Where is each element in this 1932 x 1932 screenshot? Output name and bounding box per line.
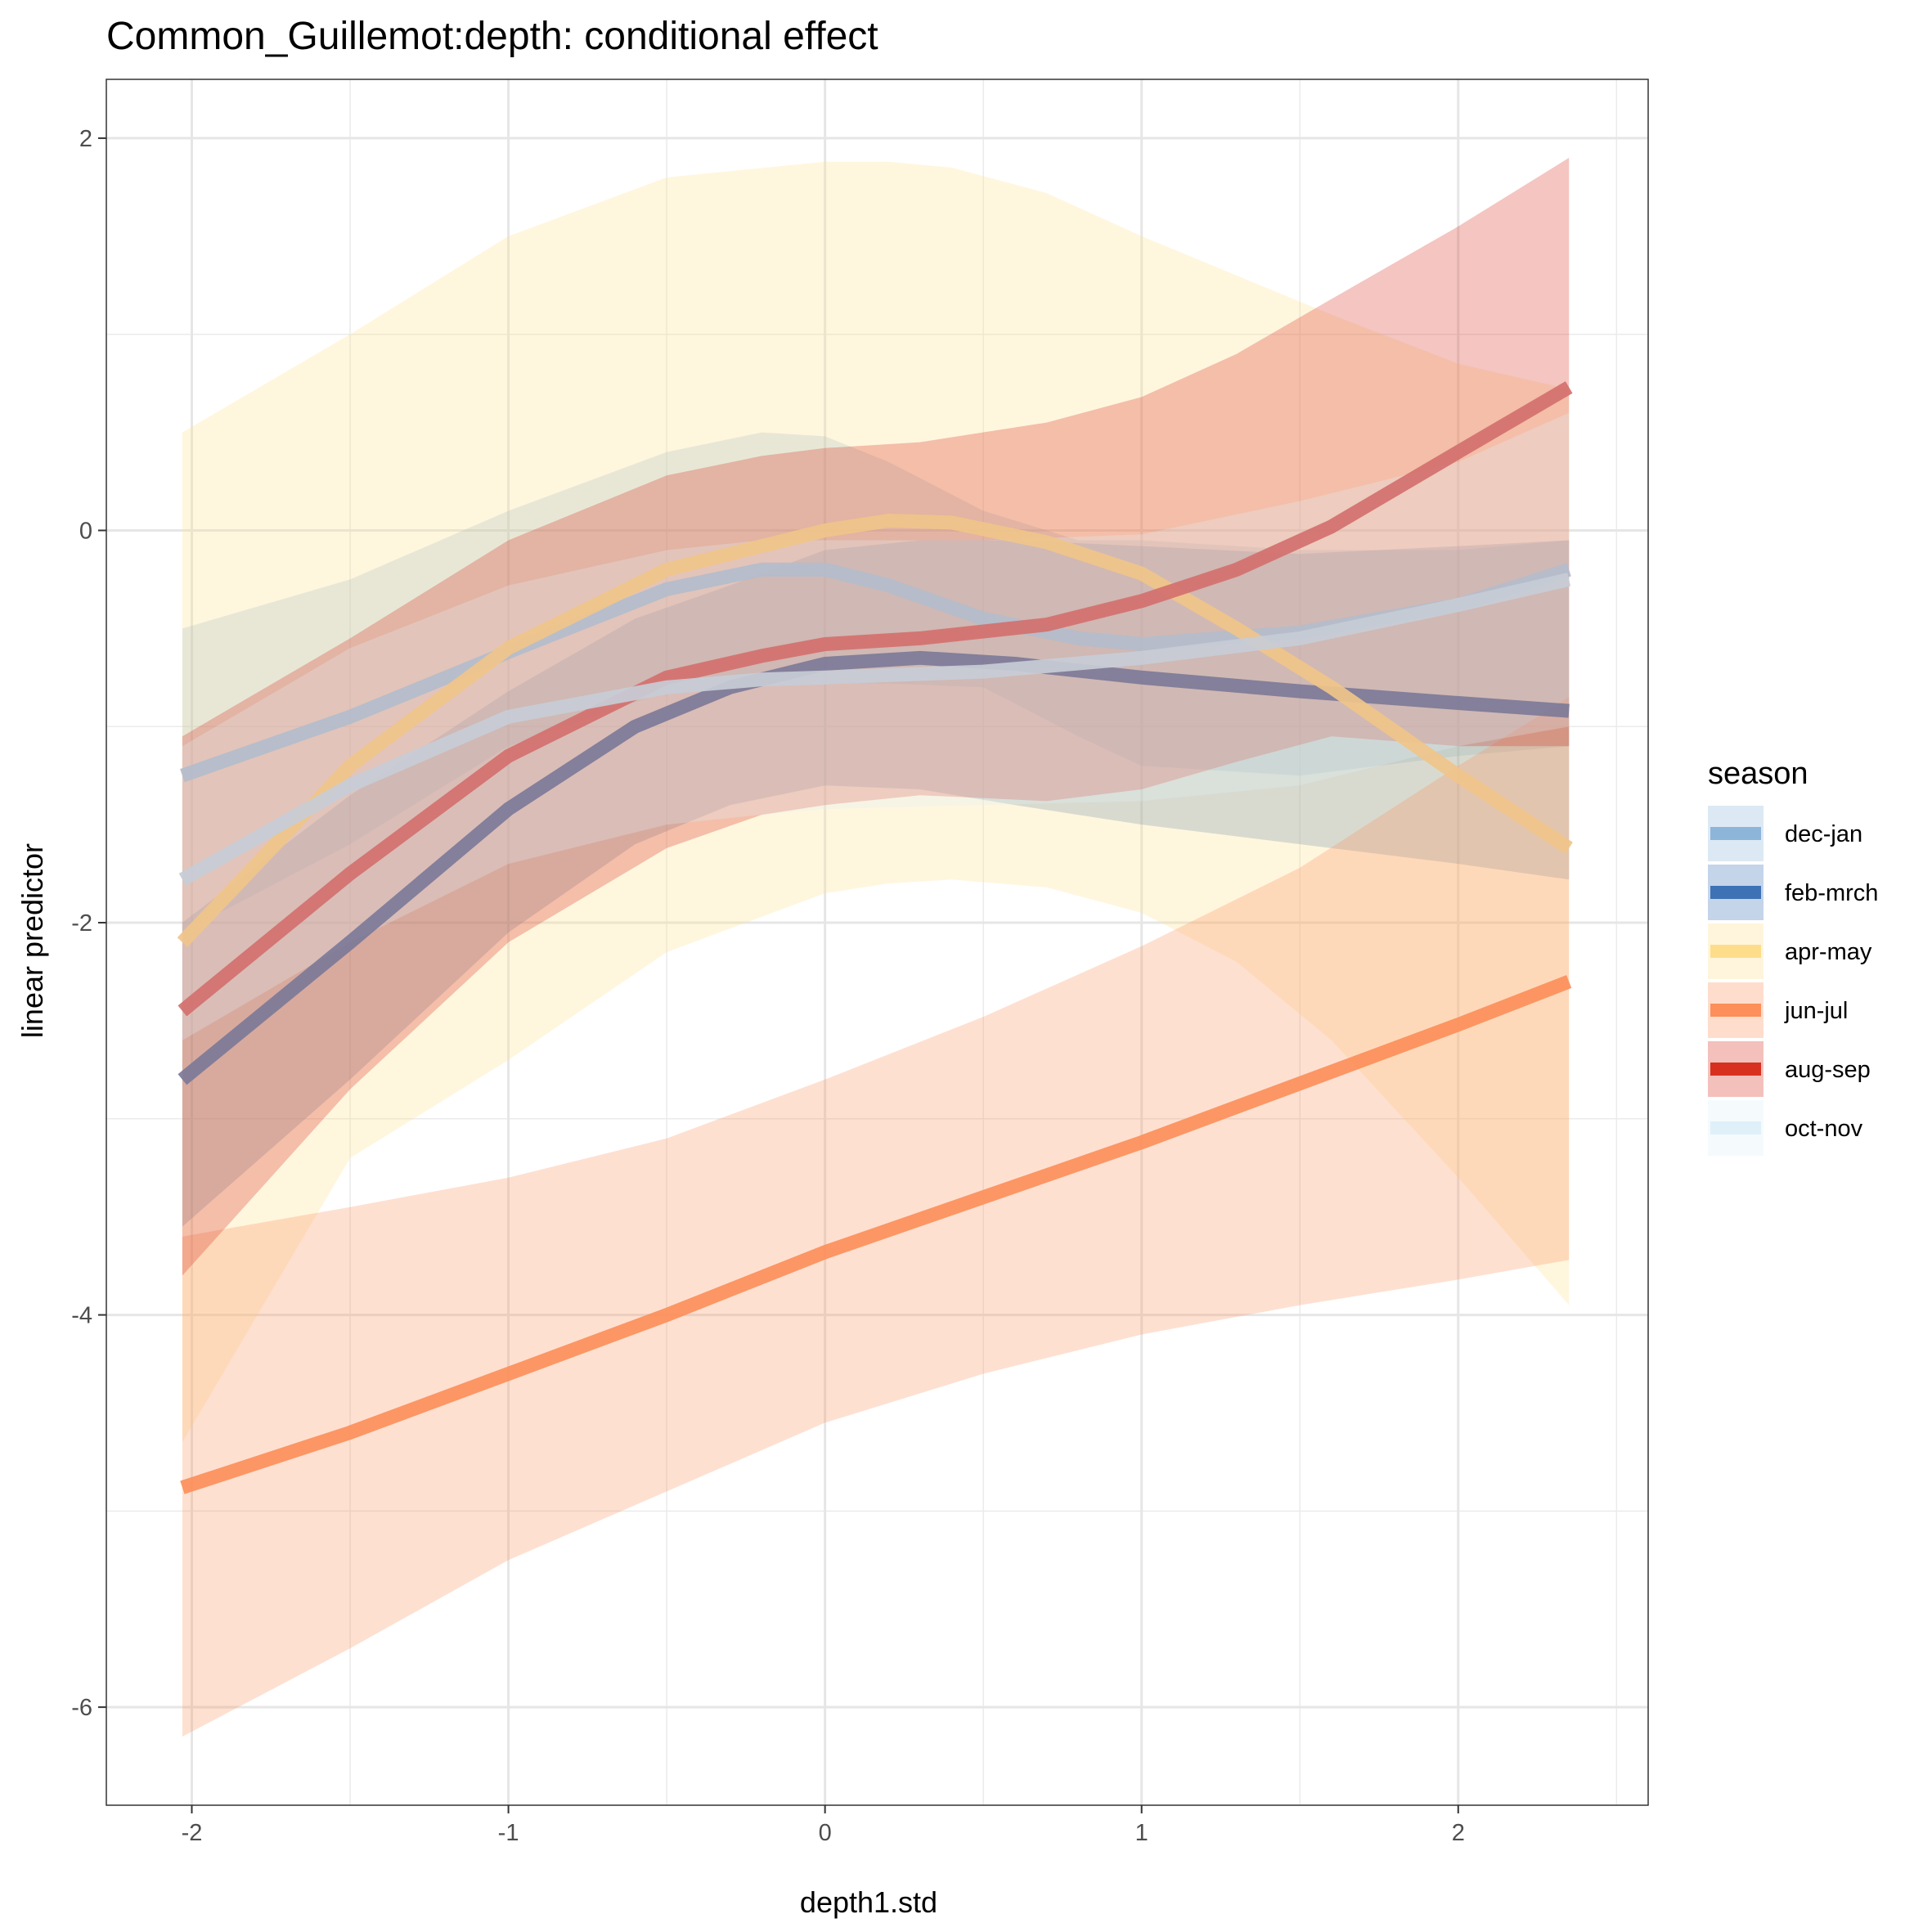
legend-label: dec-jan xyxy=(1785,821,1862,847)
effect-lines xyxy=(177,381,1573,1494)
legend-title: season xyxy=(1708,757,1808,791)
y-tick-label: -6 xyxy=(71,1695,92,1721)
ribbons xyxy=(182,157,1570,1737)
ribbon-aug-sep xyxy=(182,157,1570,1276)
line-feb-mrch xyxy=(177,650,1570,1085)
y-tick-label: 2 xyxy=(79,126,92,152)
x-tick-label: -1 xyxy=(498,1820,519,1846)
line-apr-may xyxy=(177,514,1573,947)
legend-item-feb-mrch: feb-mrch xyxy=(1708,865,1878,920)
grid-minor xyxy=(106,79,1648,1805)
y-tick-label: -2 xyxy=(71,910,92,937)
legend-item-dec-jan: dec-jan xyxy=(1708,806,1862,861)
legend-item-oct-nov: oct-nov xyxy=(1708,1100,1863,1156)
panel-border xyxy=(106,79,1649,1806)
x-axis-title: depth1.std xyxy=(800,1885,937,1919)
legend-label: jun-jul xyxy=(1784,998,1848,1024)
chart-title: Common_Guillemot:depth: conditional effe… xyxy=(106,15,878,58)
ribbon-jun-jul xyxy=(182,697,1570,1737)
y-axis-title: linear predictor xyxy=(16,843,49,1038)
legend: season dec-jan feb-mrch apr-may jun-jul aug-… xyxy=(1708,757,1878,1156)
line-oct-nov xyxy=(178,573,1571,886)
ribbon-apr-may xyxy=(182,161,1570,1443)
x-tick-label: 2 xyxy=(1452,1820,1465,1846)
grid-major xyxy=(106,79,1648,1805)
x-tick-label: -2 xyxy=(182,1820,203,1846)
legend-item-aug-sep: aug-sep xyxy=(1708,1041,1871,1097)
legend-label: feb-mrch xyxy=(1785,880,1878,906)
legend-label: apr-may xyxy=(1785,939,1872,965)
legend-label: oct-nov xyxy=(1785,1116,1863,1142)
line-jun-jul xyxy=(180,975,1572,1494)
line-aug-sep xyxy=(177,381,1573,1017)
x-tick-label: 1 xyxy=(1135,1820,1148,1846)
y-tick-label: -4 xyxy=(71,1303,92,1329)
legend-items: dec-jan feb-mrch apr-may jun-jul aug-sep oct-… xyxy=(1708,806,1878,1156)
legend-item-apr-may: apr-may xyxy=(1708,923,1872,979)
y-axis: 2 0 -2 -4 -6 xyxy=(71,126,106,1721)
y-tick-label: 0 xyxy=(79,518,92,544)
x-axis: -2 -1 0 1 2 xyxy=(182,1805,1465,1846)
legend-label: aug-sep xyxy=(1785,1057,1871,1083)
x-tick-label: 0 xyxy=(819,1820,832,1846)
legend-item-jun-jul: jun-jul xyxy=(1708,982,1848,1038)
